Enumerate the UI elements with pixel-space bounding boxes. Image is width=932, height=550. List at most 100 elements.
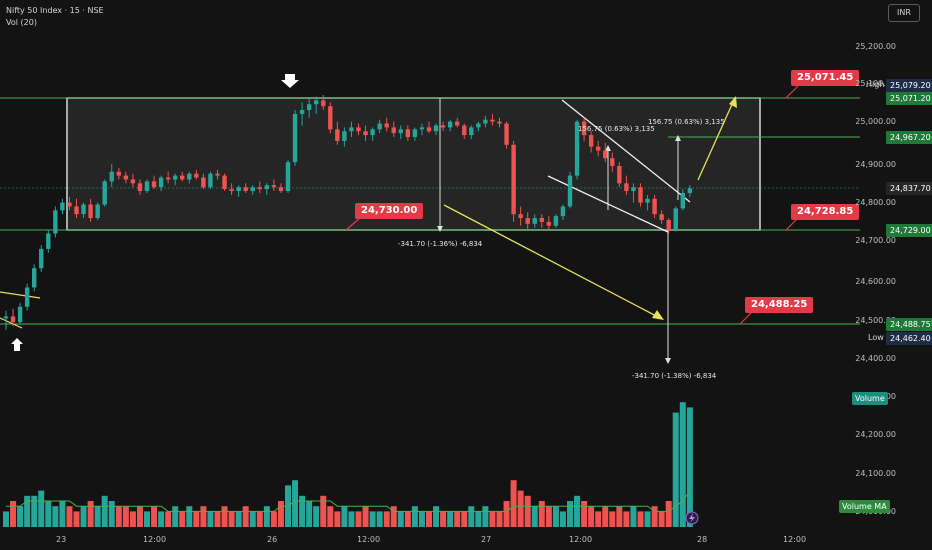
- volume-bar: [524, 495, 531, 527]
- callout-right-box[interactable]: 24,728.85: [791, 204, 860, 220]
- y-tick: 24,100.00: [855, 469, 896, 478]
- volume-bar: [510, 480, 517, 527]
- volume-bar: [101, 495, 108, 527]
- candle-body: [504, 123, 509, 145]
- volume-bar: [31, 495, 38, 527]
- candle-body: [321, 100, 326, 107]
- candle-body: [546, 221, 552, 226]
- y-tick: 24,900.00: [855, 160, 896, 169]
- callout-upper[interactable]: 25,071.45: [791, 70, 860, 86]
- volume-bar: [411, 506, 418, 527]
- candle-body: [469, 127, 474, 136]
- candle-body: [102, 181, 107, 205]
- volume-bar: [80, 506, 87, 527]
- candle-body: [624, 183, 629, 192]
- candle-body: [88, 204, 93, 219]
- callout-right-pointer: [785, 217, 799, 231]
- candle-body: [610, 158, 615, 166]
- volume-bar: [348, 511, 355, 527]
- candle-body: [483, 119, 488, 124]
- volume-bar: [595, 511, 602, 527]
- candle-body: [32, 268, 37, 288]
- volume-bar: [59, 501, 66, 527]
- candle-body: [370, 129, 375, 136]
- volume-bar: [221, 506, 228, 527]
- volume-bar: [538, 501, 545, 527]
- range-measure-right-label: -341.70 (-1.38%) -6,834: [632, 372, 717, 380]
- candle-body: [271, 185, 277, 188]
- volume-bar: [256, 511, 263, 527]
- volume-bar: [369, 511, 376, 527]
- volume-bar: [320, 495, 327, 527]
- volume-bar: [623, 511, 630, 527]
- volume-bar: [602, 506, 609, 527]
- x-tick: 26: [267, 535, 278, 544]
- volume-bar: [165, 511, 172, 527]
- volume-ma-line: [6, 490, 691, 512]
- candle-body: [666, 219, 671, 230]
- high-label: High: [866, 80, 885, 89]
- volume-bar: [341, 506, 348, 527]
- volume-bar: [158, 511, 165, 527]
- candle-body: [257, 187, 262, 190]
- candle-body: [391, 127, 396, 134]
- callout-left-pointer: [345, 217, 361, 231]
- volume-bar: [292, 480, 299, 527]
- candle-body: [158, 177, 164, 188]
- currency-button[interactable]: INR: [888, 4, 920, 22]
- candle-body: [525, 218, 530, 224]
- chart-title: Nifty 50 Index · 15 · NSE: [6, 6, 104, 15]
- candle-body: [617, 165, 622, 184]
- volume-bar: [426, 511, 432, 527]
- y-tick: 24,200.00: [855, 430, 896, 439]
- volume-bar: [207, 511, 214, 527]
- y-tick: 24,400.00: [855, 354, 896, 363]
- candle-body: [60, 202, 65, 211]
- x-tick: 12:00: [783, 535, 807, 544]
- lower-support-tag: 24,488.75: [886, 318, 932, 331]
- candle-body: [81, 204, 86, 215]
- volume-bar: [299, 495, 306, 527]
- candle-body: [560, 206, 566, 217]
- candle-body: [539, 218, 544, 222]
- candle-body: [511, 144, 516, 215]
- y-tick: 24,800.00: [855, 198, 896, 207]
- volume-bar: [136, 506, 143, 527]
- candle-body: [596, 146, 601, 151]
- candle-body: [433, 125, 439, 132]
- high-value-tag: 25,079.20: [886, 79, 932, 92]
- range-measure-right-arrow: [665, 358, 671, 364]
- candle-body: [180, 175, 185, 180]
- callout-lower[interactable]: 24,488.25: [745, 297, 814, 313]
- volume-bar: [672, 412, 679, 527]
- channel-measure-left-label: 156.75 (0.63%) 3,135: [578, 125, 655, 133]
- candle-body: [567, 175, 573, 207]
- volume-bar: [686, 407, 693, 527]
- candle-body: [497, 121, 502, 124]
- candle-body: [123, 175, 129, 180]
- candle-body: [137, 183, 143, 192]
- candle-body: [680, 192, 685, 209]
- volume-bar: [651, 506, 658, 527]
- volume-tag[interactable]: Volume: [852, 392, 888, 405]
- candle-body: [455, 121, 460, 126]
- candle-body: [518, 214, 523, 219]
- candle-body: [95, 204, 100, 219]
- volume-ma-tag[interactable]: Volume MA: [839, 500, 890, 513]
- candle-body: [10, 316, 16, 323]
- y-tick: 25,000.00: [855, 117, 896, 126]
- y-tick: 24,500.00: [855, 316, 896, 325]
- callout-upper-pointer: [785, 85, 799, 99]
- candle-body: [116, 171, 121, 176]
- volume-bar: [433, 506, 440, 527]
- volume-bar: [355, 511, 362, 527]
- candle-body: [412, 129, 418, 138]
- volume-bar: [679, 402, 686, 527]
- callout-left-box[interactable]: 24,730.00: [355, 203, 424, 219]
- projection-down-arrow: [443, 204, 661, 319]
- volume-bar: [545, 506, 552, 527]
- candle-body: [462, 125, 467, 136]
- volume-indicator-label[interactable]: Vol (20): [6, 18, 37, 27]
- candle-body: [229, 189, 234, 192]
